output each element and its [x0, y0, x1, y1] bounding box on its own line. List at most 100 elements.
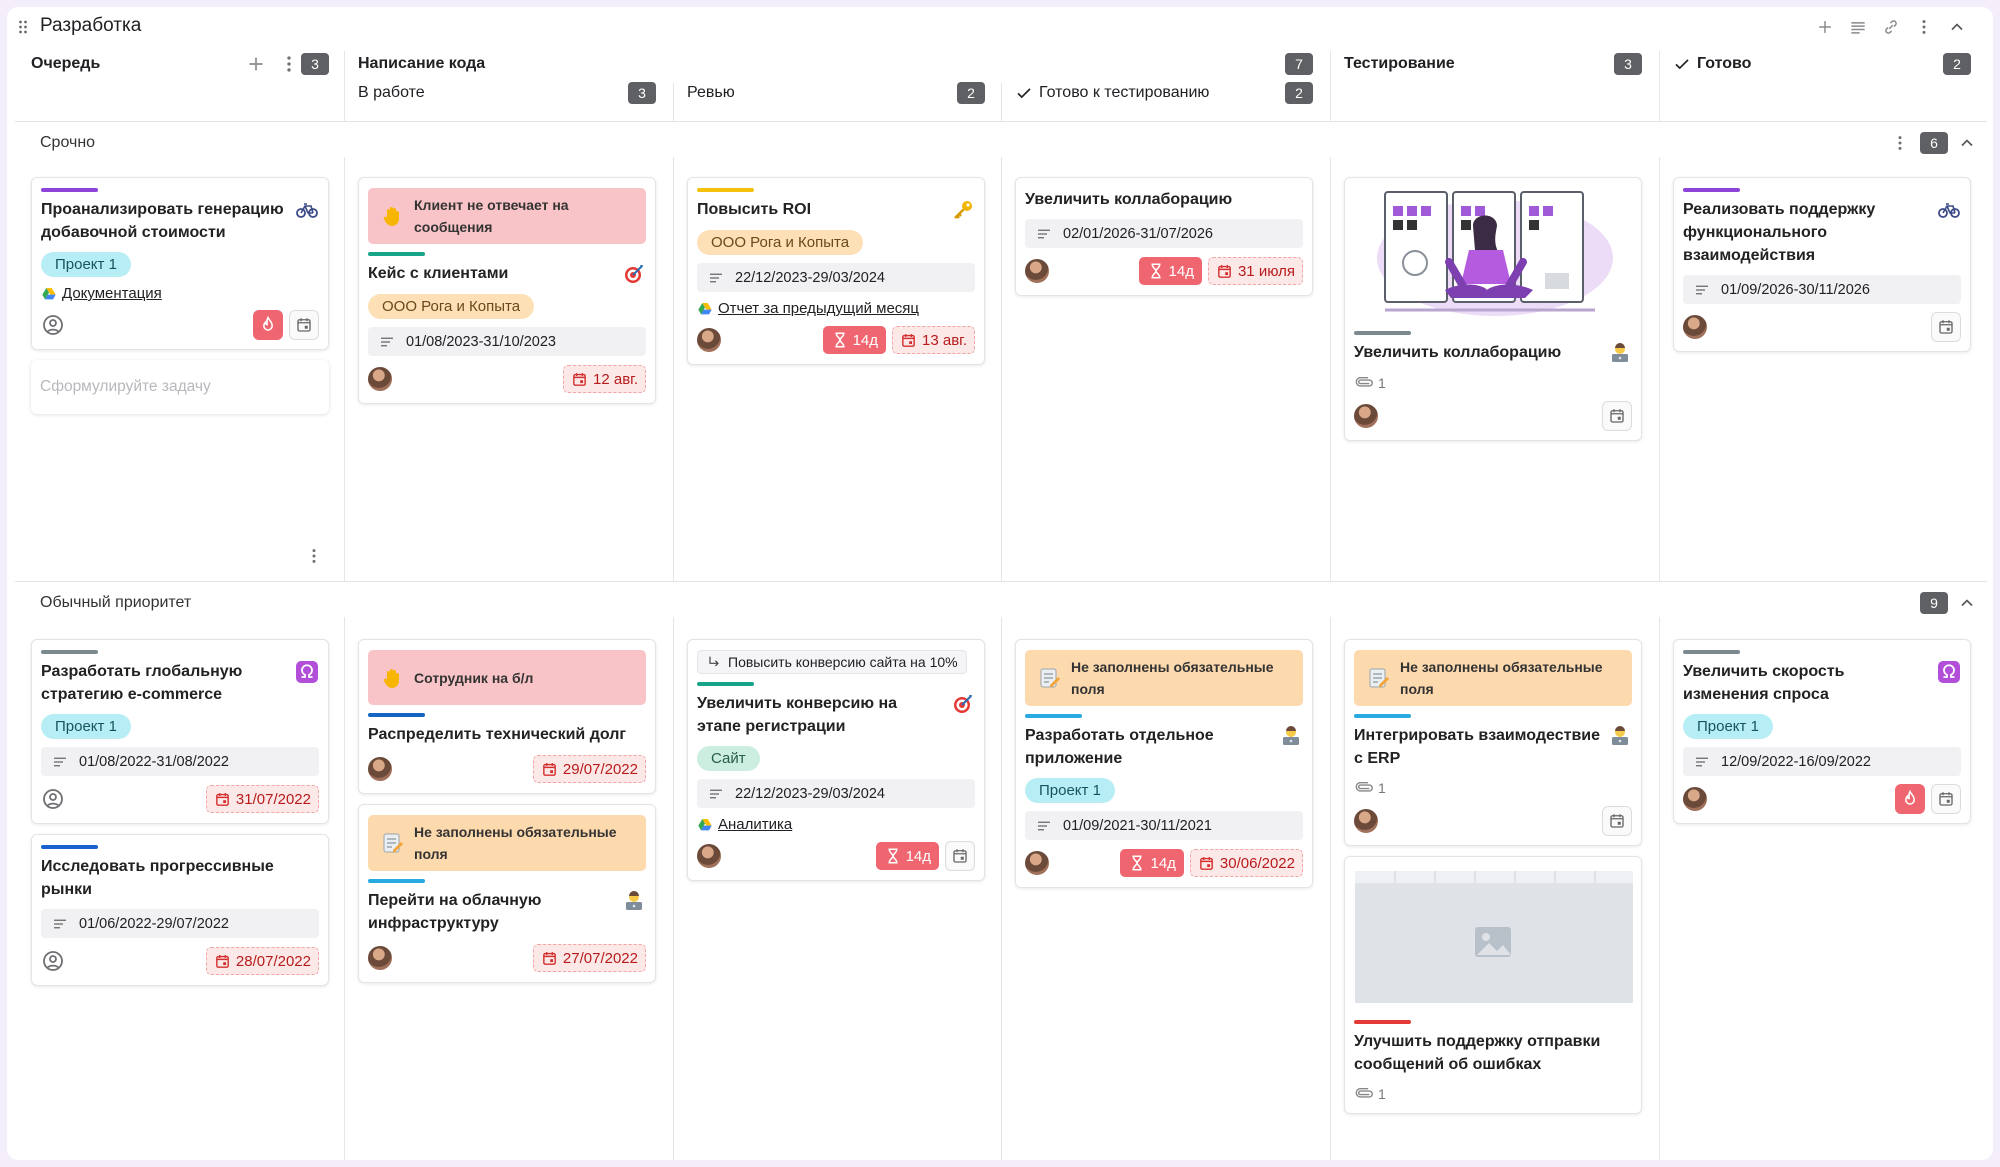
icon-shape — [46, 964, 60, 969]
icon-shape — [19, 30, 22, 34]
column-header[interactable]: Написание кода — [358, 53, 485, 75]
due-date[interactable]: 31 июля — [1207, 257, 1303, 285]
icon-shape — [1611, 409, 1623, 415]
task-card[interactable]: Не заполнены обязательные поля Перейти на… — [358, 804, 656, 983]
column-cell: Сотрудник на б/л Распределить технический… — [358, 639, 656, 983]
link-text[interactable]: Аналитика — [718, 816, 793, 833]
doc-link[interactable]: Отчет за предыдущий месяц — [697, 300, 975, 317]
task-card[interactable]: Клиент не отвечает на сообщения Кейс с кл… — [358, 177, 656, 404]
toolbar-link[interactable] — [1881, 17, 1901, 37]
assignee-avatar[interactable] — [1025, 259, 1049, 283]
tag[interactable]: Проект 1 — [1025, 778, 1115, 803]
new-task-input[interactable]: Сформулируйте задачу — [31, 360, 329, 414]
tag[interactable]: Проект 1 — [1683, 714, 1773, 739]
calendar-button[interactable] — [289, 310, 319, 340]
icon-shape — [966, 203, 970, 207]
icon-shape — [42, 287, 49, 299]
lane-title[interactable]: Срочно — [40, 134, 96, 151]
calendar-button[interactable] — [945, 841, 975, 871]
lines-icon — [1696, 285, 1708, 294]
add-task[interactable] — [245, 53, 267, 75]
link-text[interactable]: Документация — [62, 285, 162, 302]
task-card[interactable]: Увеличить коллаборацию 02/01/2026-31/07/2… — [1015, 177, 1313, 296]
subcolumn-header[interactable]: Ревью — [687, 82, 735, 104]
assignee-avatar[interactable] — [697, 328, 721, 352]
card-title-row: Увеличить конверсию на этапе регистрации — [697, 692, 975, 738]
tag[interactable]: ООО Рога и Копыта — [368, 294, 535, 319]
task-card[interactable]: Реализовать поддержку функционального вз… — [1673, 177, 1971, 352]
drag-handle[interactable] — [13, 17, 33, 37]
collapse-lane[interactable] — [1957, 133, 1977, 153]
assignee-avatar[interactable] — [1683, 315, 1707, 339]
cal-icon — [1939, 792, 1953, 806]
task-card[interactable]: Сотрудник на б/л Распределить технический… — [358, 639, 656, 794]
urgent-button[interactable] — [1895, 784, 1925, 814]
tag[interactable]: Проект 1 — [41, 714, 131, 739]
task-card[interactable]: Не заполнены обязательные поля Интегриров… — [1344, 639, 1642, 846]
due-date[interactable]: 30/06/2022 — [1189, 849, 1303, 877]
column-header[interactable]: Тестирование — [1344, 53, 1455, 75]
parent-task[interactable]: Повысить конверсию сайта на 10% — [697, 650, 967, 674]
column-header[interactable]: Готово — [1673, 53, 1751, 75]
subcolumn-header[interactable]: Готово к тестированию — [1015, 82, 1209, 104]
column-title: Написание кода — [358, 55, 486, 72]
task-card[interactable]: Не заполнены обязательные поля Разработат… — [1015, 639, 1313, 888]
tag[interactable]: ООО Рога и Копыта — [697, 230, 864, 255]
lane-menu[interactable] — [1890, 133, 1910, 153]
icon-shape — [49, 955, 57, 963]
task-card[interactable]: Разработать глобальную стратегию e-comme… — [31, 639, 329, 824]
assignee-avatar[interactable] — [1354, 404, 1378, 428]
due-date[interactable]: 13 авг. — [892, 326, 975, 354]
task-card[interactable]: Увеличить скорость изменения спроса Проек… — [1673, 639, 1971, 824]
card-footer — [1354, 401, 1632, 431]
assignee-avatar[interactable] — [697, 844, 721, 868]
toolbar-up[interactable] — [1947, 17, 1967, 37]
task-card[interactable]: Повысить ROI ООО Рога и Копыта 22/12/2023-… — [687, 177, 985, 365]
attachments: 1 — [1354, 1084, 1632, 1104]
assignee-avatar[interactable] — [368, 367, 392, 391]
due-text: 31/07/2022 — [235, 790, 311, 808]
assignee-empty[interactable] — [41, 949, 65, 973]
column-menu[interactable] — [278, 53, 300, 75]
tag[interactable]: Сайт — [697, 746, 760, 771]
link-text[interactable]: Отчет за предыдущий месяц — [718, 300, 920, 317]
toolbar-plus[interactable] — [1815, 17, 1835, 37]
assignee-avatar[interactable] — [368, 757, 392, 781]
due-date[interactable]: 27/07/2022 — [532, 944, 646, 972]
icon-shape — [1898, 136, 1902, 140]
tag[interactable]: Проект 1 — [41, 252, 131, 277]
task-card[interactable]: Увеличить коллаборацию 1 — [1344, 177, 1642, 441]
assignee-avatar[interactable] — [1354, 809, 1378, 833]
hourglass-icon — [888, 848, 898, 864]
assignee-avatar[interactable] — [1025, 851, 1049, 875]
calendar-button[interactable] — [1931, 312, 1961, 342]
assignee-avatar[interactable] — [1683, 787, 1707, 811]
column-header[interactable]: Очередь — [31, 53, 100, 75]
toolbar-list[interactable] — [1848, 17, 1868, 37]
calendar-button[interactable] — [1602, 401, 1632, 431]
due-date[interactable]: 12 авг. — [563, 365, 646, 393]
task-card[interactable]: Улучшить поддержку отправки сообщений об… — [1344, 856, 1642, 1114]
calendar-button[interactable] — [1602, 806, 1632, 836]
doc-link[interactable]: Документация — [41, 285, 319, 302]
assignee-avatar[interactable] — [368, 946, 392, 970]
lane-title[interactable]: Обычный приоритет — [40, 594, 192, 611]
doc-link[interactable]: Аналитика — [697, 816, 975, 833]
collapse-lane[interactable] — [1957, 593, 1977, 613]
subcolumn-title: Ревью — [687, 84, 735, 101]
assignee-empty[interactable] — [41, 787, 65, 811]
due-date[interactable]: 29/07/2022 — [532, 755, 646, 783]
urgent-button[interactable] — [253, 310, 283, 340]
toolbar-kebab[interactable] — [1914, 17, 1934, 37]
subcolumn-header[interactable]: В работе — [358, 82, 425, 104]
calendar-button[interactable] — [1931, 784, 1961, 814]
due-date[interactable]: 28/07/2022 — [205, 947, 319, 975]
assignee-empty[interactable] — [41, 313, 65, 337]
due-date[interactable]: 31/07/2022 — [205, 785, 319, 813]
task-card[interactable]: Проанализировать генерацию добавочной ст… — [31, 177, 329, 350]
subcolumn-title: В работе — [358, 84, 425, 101]
cell-menu[interactable] — [304, 546, 324, 566]
task-card[interactable]: Повысить конверсию сайта на 10% Увеличить… — [687, 639, 985, 881]
task-card[interactable]: Исследовать прогрессивные рынки 01/06/202… — [31, 834, 329, 986]
